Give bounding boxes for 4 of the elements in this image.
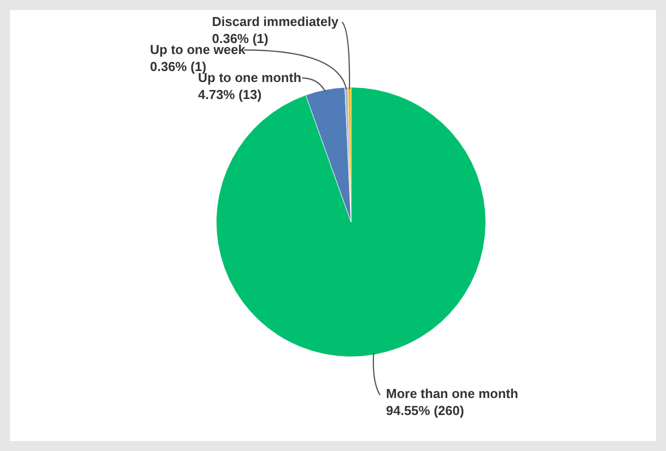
slice-label: More than one month [386, 386, 518, 401]
data-label: 94.55% (260) [386, 403, 464, 418]
data-label: 4.73% (13) [198, 87, 262, 102]
slice-label: Discard immediately [212, 14, 340, 29]
